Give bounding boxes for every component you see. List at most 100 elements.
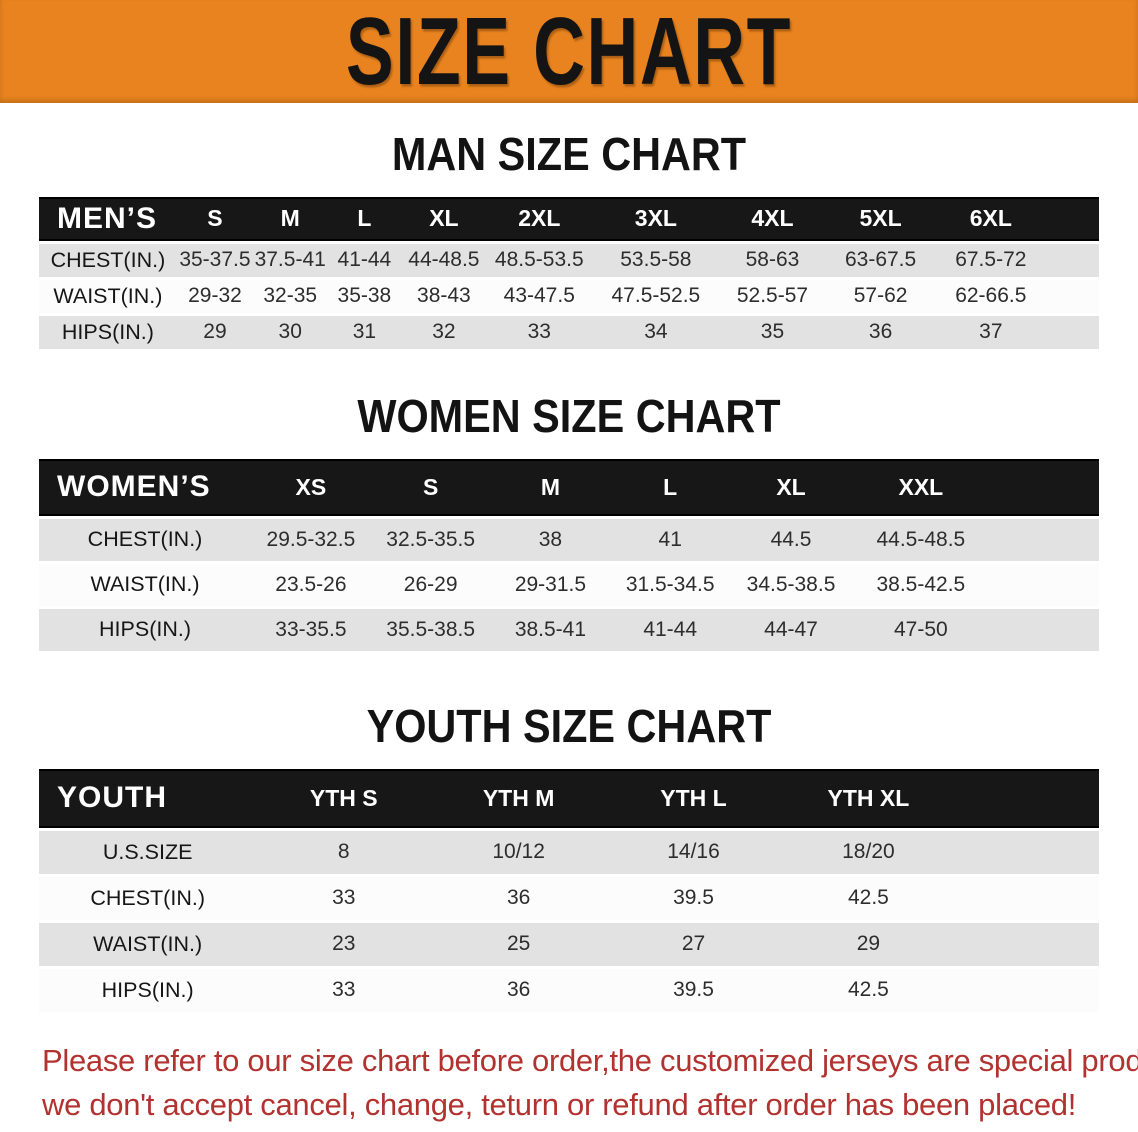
filler-cell: [989, 518, 1099, 561]
banner: SIZE CHART: [0, 0, 1138, 103]
measurement-row: WAIST(IN.) 23.5-26 26-29 29-31.5 31.5-34.5 34…: [39, 563, 1099, 606]
measurement-value: 34: [592, 315, 720, 349]
measurement-row: HIPS(IN.) 29 30 31 32 33 34 35 36 37: [39, 315, 1099, 349]
filler-cell: [1045, 315, 1099, 349]
measurement-value: 33-35.5: [251, 608, 371, 651]
measurement-value: 38.5-42.5: [851, 563, 990, 606]
measurement-value: 67.5-72: [935, 243, 1046, 277]
measurement-row: U.S.SIZE 8 10/12 14/16 18/20: [39, 830, 1099, 874]
size-header-row: WOMEN’S XS S M L XL XXL: [39, 458, 1099, 516]
measurement-label: HIPS(IN.): [39, 315, 177, 349]
women-size-section: WOMEN SIZE CHART WOMEN’S XS S M L XL XXL CHEST(…: [0, 390, 1138, 654]
measurement-value: 29: [780, 922, 956, 966]
size-column-header: YTH S: [256, 768, 432, 828]
measurement-value: 23.5-26: [251, 563, 371, 606]
measurement-value: 48.5-53.5: [486, 243, 593, 277]
measurement-value: 25: [431, 922, 607, 966]
measurement-value: 14/16: [606, 830, 781, 874]
measurement-value: 35.5-38.5: [370, 608, 491, 651]
measurement-value: 35: [719, 315, 826, 349]
size-column-header: S: [176, 196, 254, 241]
measurement-value: 36: [825, 315, 936, 349]
measurement-row: HIPS(IN.) 33 36 39.5 42.5: [39, 968, 1099, 1012]
measurement-row: HIPS(IN.) 33-35.5 35.5-38.5 38.5-41 41-44 44-…: [39, 608, 1099, 651]
measurement-value: 41-44: [610, 608, 731, 651]
measurement-value: 42.5: [780, 968, 956, 1012]
notice-line-1: Please refer to our size chart before or…: [42, 1042, 1138, 1078]
table-group-label: MEN’S: [39, 196, 177, 241]
measurement-label: CHEST(IN.): [39, 876, 257, 920]
filler-cell: [1045, 196, 1099, 241]
youth-section-heading: YOUTH SIZE CHART: [366, 699, 772, 752]
size-column-header: M: [253, 196, 328, 241]
filler-cell: [1045, 243, 1099, 277]
measurement-value: 39.5: [606, 876, 781, 920]
measurement-value: 29-32: [176, 279, 254, 313]
filler-cell: [955, 968, 1099, 1012]
size-header-row: MEN’S S M L XL 2XL 3XL 4XL 5XL 6XL: [39, 196, 1099, 241]
measurement-value: 43-47.5: [486, 279, 593, 313]
measurement-value: 41: [610, 518, 731, 561]
page-title: SIZE CHART: [345, 0, 793, 105]
size-header-row: YOUTH YTH S YTH M YTH L YTH XL: [39, 768, 1099, 828]
measurement-value: 30: [253, 315, 328, 349]
size-column-header: 3XL: [592, 196, 720, 241]
measurement-row: CHEST(IN.) 29.5-32.5 32.5-35.5 38 41 44.5 44.5…: [39, 518, 1099, 561]
measurement-value: 34.5-38.5: [730, 563, 852, 606]
women-section-heading: WOMEN SIZE CHART: [357, 389, 781, 442]
measurement-value: 47-50: [851, 608, 990, 651]
filler-cell: [1045, 279, 1099, 313]
measurement-value: 31.5-34.5: [610, 563, 731, 606]
measurement-value: 35-37.5: [176, 243, 254, 277]
measurement-label: HIPS(IN.): [39, 968, 257, 1012]
measurement-row: WAIST(IN.) 23 25 27 29: [39, 922, 1099, 966]
size-column-header: XXL: [851, 458, 990, 516]
men-size-section: MAN SIZE CHART MEN’S S M L XL 2XL 3XL 4XL 5XL 6XL…: [0, 128, 1138, 352]
size-column-header: L: [610, 458, 731, 516]
measurement-value: 29-31.5: [490, 563, 611, 606]
order-notice: Please refer to our size chart before or…: [42, 1039, 1138, 1127]
measurement-value: 44-47: [730, 608, 852, 651]
size-column-header: XL: [730, 458, 852, 516]
measurement-value: 58-63: [719, 243, 826, 277]
measurement-label: CHEST(IN.): [39, 243, 177, 277]
measurement-value: 44.5-48.5: [851, 518, 990, 561]
measurement-value: 44.5: [730, 518, 852, 561]
measurement-value: 33: [256, 876, 432, 920]
size-column-header: XL: [401, 196, 487, 241]
measurement-value: 39.5: [606, 968, 781, 1012]
filler-cell: [955, 768, 1099, 828]
measurement-value: 38: [490, 518, 611, 561]
size-column-header: YTH M: [431, 768, 607, 828]
measurement-value: 29.5-32.5: [251, 518, 371, 561]
filler-cell: [989, 563, 1099, 606]
measurement-row: CHEST(IN.) 33 36 39.5 42.5: [39, 876, 1099, 920]
measurement-label: WAIST(IN.): [39, 563, 252, 606]
measurement-value: 32-35: [253, 279, 328, 313]
measurement-value: 44-48.5: [401, 243, 487, 277]
measurement-value: 33: [256, 968, 432, 1012]
measurement-label: WAIST(IN.): [39, 922, 257, 966]
measurement-value: 8: [256, 830, 432, 874]
measurement-label: WAIST(IN.): [39, 279, 177, 313]
filler-cell: [955, 876, 1099, 920]
size-column-header: M: [490, 458, 611, 516]
measurement-value: 32.5-35.5: [370, 518, 491, 561]
measurement-row: WAIST(IN.) 29-32 32-35 35-38 38-43 43-47.5 47.…: [39, 279, 1099, 313]
size-column-header: YTH L: [606, 768, 781, 828]
measurement-value: 36: [431, 876, 607, 920]
measurement-value: 36: [431, 968, 607, 1012]
measurement-value: 10/12: [431, 830, 607, 874]
measurement-value: 42.5: [780, 876, 956, 920]
measurement-value: 37: [935, 315, 1046, 349]
notice-line-2: we don't accept cancel, change, teturn o…: [42, 1086, 1077, 1122]
measurement-value: 62-66.5: [935, 279, 1046, 313]
measurement-label: CHEST(IN.): [39, 518, 252, 561]
measurement-value: 47.5-52.5: [592, 279, 720, 313]
men-section-heading: MAN SIZE CHART: [391, 128, 747, 180]
filler-cell: [955, 922, 1099, 966]
table-group-label: YOUTH: [39, 768, 257, 828]
measurement-value: 29: [176, 315, 254, 349]
women-size-table: WOMEN’S XS S M L XL XXL CHEST(IN.) 29.5-32.5 32.5…: [39, 456, 1099, 654]
